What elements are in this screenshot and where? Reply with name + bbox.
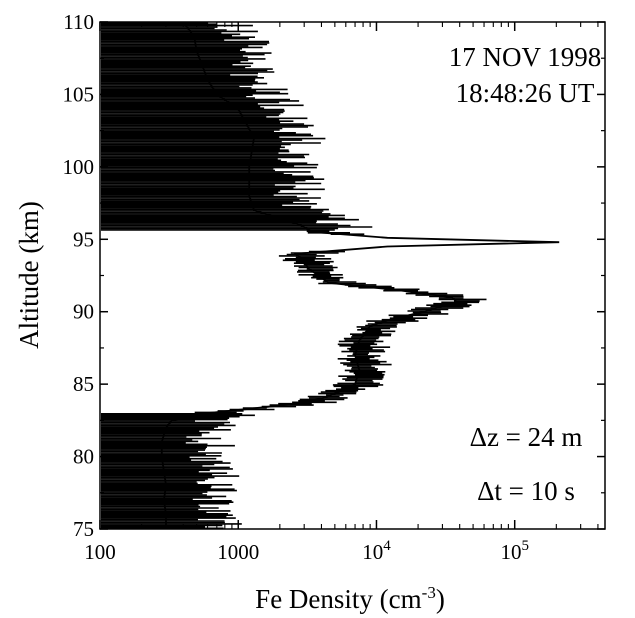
y-tick-label: 105 xyxy=(63,82,95,106)
annotation-dz: Δz = 24 m xyxy=(470,422,583,452)
annotation-date: 17 NOV 1998 xyxy=(449,42,602,72)
x-tick-label: 105 xyxy=(500,538,529,564)
x-axis-title: Fe Density (cm-3) xyxy=(255,583,445,614)
density-profile-line xyxy=(160,21,560,529)
x-tick-label: 100 xyxy=(84,540,116,564)
y-tick-label: 90 xyxy=(73,300,94,324)
annotation-dt: Δt = 10 s xyxy=(477,476,575,506)
y-tick-label: 110 xyxy=(63,10,94,34)
y-tick-label: 85 xyxy=(73,372,94,396)
x-tick-label: 104 xyxy=(362,538,391,564)
noise-bars xyxy=(101,21,487,530)
x-tick-label: 1000 xyxy=(217,540,259,564)
y-tick-label: 100 xyxy=(63,155,95,179)
annotation-time: 18:48:26 UT xyxy=(456,78,595,108)
y-tick-label: 95 xyxy=(73,227,94,251)
y-tick-label: 80 xyxy=(73,445,94,469)
y-tick-label: 75 xyxy=(73,517,94,541)
axis-ticks: 75 80 85 90 95 100 105 110 100 1000 104 105 xyxy=(63,10,605,564)
y-axis-title: Altitude (km) xyxy=(14,201,44,349)
